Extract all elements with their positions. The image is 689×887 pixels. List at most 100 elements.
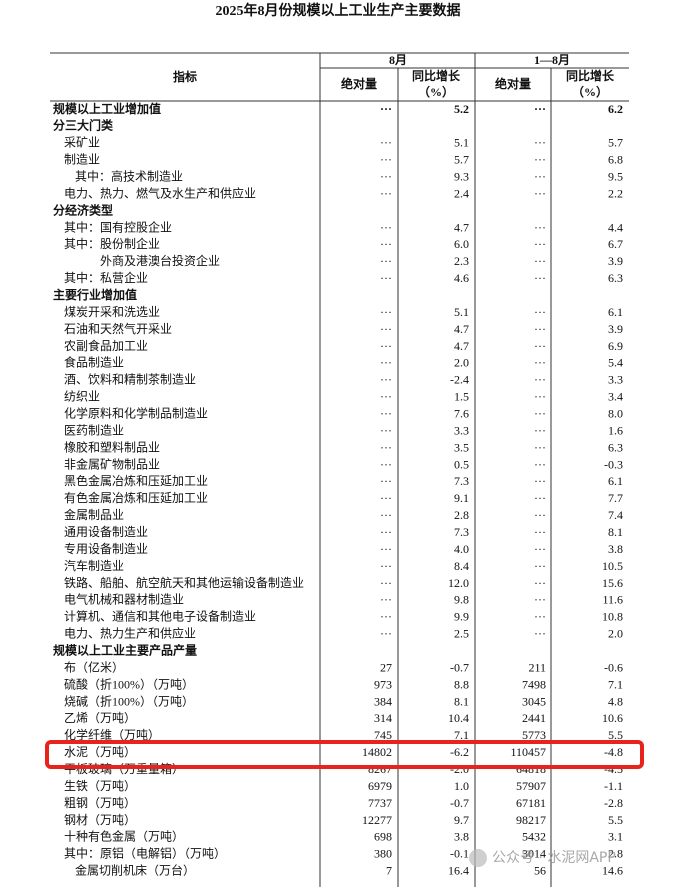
cell: ··· — [380, 220, 392, 234]
row-label: 粗钢（万吨） — [64, 796, 136, 810]
cell: ··· — [534, 153, 546, 167]
cell: 3.8 — [608, 542, 623, 556]
cell: 2.5 — [454, 627, 469, 641]
row-label: 生铁（万吨） — [64, 779, 136, 793]
cell: ··· — [380, 423, 392, 437]
row-label: 电气机械和器材制造业 — [64, 592, 184, 607]
cell: ··· — [380, 322, 392, 336]
row-label: 规模以上工业增加值 — [53, 101, 161, 116]
cell: 5.7 — [608, 136, 623, 150]
cell: 6.7 — [608, 237, 623, 251]
row-label: 煤炭开采和洗选业 — [64, 305, 160, 319]
cell: ··· — [534, 169, 546, 183]
cell: 1.6 — [608, 423, 623, 437]
row-label: 其中：原铝（电解铝）（万吨） — [64, 846, 226, 861]
cell: 8.0 — [608, 406, 623, 420]
cell: -6.2 — [450, 745, 469, 759]
cell: ··· — [534, 576, 546, 590]
cell: 3.3 — [608, 373, 623, 387]
row-label: 制造业 — [64, 153, 100, 167]
cell: ··· — [380, 254, 392, 268]
cell: 10.6 — [602, 711, 623, 725]
row-label: 非金属矿物制品业 — [64, 456, 160, 471]
cell: 1.0 — [454, 779, 469, 793]
header-growth: 同比增长 — [412, 68, 461, 83]
cell: 98217 — [516, 813, 546, 827]
cell: 8.4 — [454, 559, 469, 573]
cell: ··· — [534, 373, 546, 387]
cell: 10.4 — [448, 711, 469, 725]
cell: 4.8 — [608, 694, 623, 708]
cell: ··· — [380, 491, 392, 505]
cell: 12277 — [362, 813, 392, 827]
cell: ··· — [380, 237, 392, 251]
cell: 56 — [534, 864, 546, 878]
cell: ··· — [380, 373, 392, 387]
cell: 10.8 — [602, 610, 623, 624]
cell: 9.9 — [454, 610, 469, 624]
cell: 3.9 — [608, 254, 623, 268]
cell: 5.4 — [608, 356, 623, 370]
cell: ··· — [380, 474, 392, 488]
cell: 7.4 — [608, 508, 623, 522]
cell: ··· — [534, 186, 546, 200]
row-label: 其中：股份制企业 — [64, 236, 160, 251]
cell: -1.1 — [604, 779, 623, 793]
row-label: 计算机、通信和其他电子设备制造业 — [64, 609, 256, 624]
cell: 4.6 — [454, 271, 469, 285]
cell: ··· — [534, 559, 546, 573]
row-label: 外商及港澳台投资企业 — [100, 253, 220, 268]
cell: 384 — [374, 694, 392, 708]
cell: ··· — [380, 153, 392, 167]
cell: ··· — [380, 271, 392, 285]
cell: 211 — [528, 660, 546, 674]
row-label: 专用设备制造业 — [64, 541, 148, 556]
cell: -0.1 — [450, 847, 469, 861]
cell: 8.1 — [454, 694, 469, 708]
cell: 4.4 — [608, 220, 623, 234]
cell: 6979 — [368, 779, 392, 793]
cell: 9.5 — [608, 169, 623, 183]
cell: 314 — [374, 711, 392, 725]
cell: ··· — [380, 610, 392, 624]
row-label: 采矿业 — [64, 136, 100, 150]
cell: -4.5 — [604, 762, 623, 776]
cell: ··· — [380, 559, 392, 573]
header-value: 绝对量 — [495, 76, 531, 91]
cell: 6.1 — [608, 474, 623, 488]
cell: ··· — [534, 339, 546, 353]
cell: ··· — [534, 542, 546, 556]
cell: ··· — [534, 322, 546, 336]
cell: 5432 — [522, 830, 546, 844]
row-label: 烧碱（折100%）（万吨） — [64, 693, 194, 708]
cell: 10.5 — [602, 559, 623, 573]
cell: 5.5 — [608, 813, 623, 827]
cell: -4.8 — [604, 745, 623, 759]
cell: 6.3 — [608, 271, 623, 285]
row-label: 乙烯（万吨） — [64, 711, 136, 725]
cell: 5.2 — [454, 102, 469, 116]
header-growth-unit: （%） — [418, 84, 454, 99]
row-label: 医药制造业 — [64, 423, 124, 437]
cell: 3045 — [522, 694, 546, 708]
cell: ··· — [380, 457, 392, 471]
cell: ··· — [380, 627, 392, 641]
cell: -0.6 — [604, 660, 623, 674]
row-label: 布（亿米） — [64, 659, 124, 674]
cell: ··· — [380, 440, 392, 454]
cell: 4.0 — [454, 542, 469, 556]
section-label: 主要行业增加值 — [53, 287, 137, 302]
row-label: 食品制造业 — [64, 355, 124, 370]
cell: 7.7 — [608, 491, 623, 505]
cell: 3.4 — [608, 390, 623, 404]
row-label: 硫酸（折100%）（万吨） — [64, 676, 194, 691]
cell: ··· — [380, 186, 392, 200]
cell: 6.8 — [608, 153, 623, 167]
cell: ··· — [534, 220, 546, 234]
cell: 9.7 — [454, 813, 469, 827]
cell: 8.8 — [454, 677, 469, 691]
row-label: 黑色金属冶炼和压延加工业 — [64, 473, 208, 488]
cell: ··· — [534, 491, 546, 505]
cell: 7498 — [522, 677, 546, 691]
